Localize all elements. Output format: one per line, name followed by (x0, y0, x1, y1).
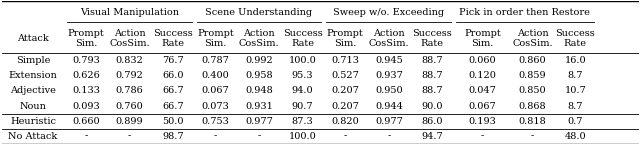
Text: 0.868: 0.868 (519, 102, 547, 110)
Text: 0.950: 0.950 (375, 86, 403, 95)
Text: 0.760: 0.760 (116, 102, 143, 110)
Text: No Attack: No Attack (8, 132, 58, 141)
Text: 0.992: 0.992 (245, 56, 273, 65)
Text: 0.207: 0.207 (332, 102, 359, 110)
Text: Extension: Extension (8, 71, 58, 80)
Text: Pick in order then Restore: Pick in order then Restore (460, 8, 590, 17)
Text: 0.945: 0.945 (375, 56, 403, 65)
Text: 0.786: 0.786 (116, 86, 143, 95)
Text: 0.093: 0.093 (72, 102, 100, 110)
Text: Prompt
Sim.: Prompt Sim. (327, 29, 364, 48)
Text: -: - (128, 132, 131, 141)
Text: 0.850: 0.850 (519, 86, 547, 95)
Text: -: - (531, 132, 534, 141)
Text: -: - (344, 132, 347, 141)
Text: -: - (258, 132, 261, 141)
Text: 16.0: 16.0 (564, 56, 586, 65)
Text: 66.7: 66.7 (162, 86, 184, 95)
Text: 0.977: 0.977 (375, 117, 403, 126)
Text: 87.3: 87.3 (292, 117, 314, 126)
Text: 0.067: 0.067 (468, 102, 496, 110)
Text: Noun: Noun (20, 102, 47, 110)
Text: 76.7: 76.7 (162, 56, 184, 65)
Text: 98.7: 98.7 (162, 132, 184, 141)
Text: 94.7: 94.7 (421, 132, 443, 141)
Text: 0.133: 0.133 (72, 86, 100, 95)
Text: -: - (387, 132, 390, 141)
Text: 0.860: 0.860 (519, 56, 547, 65)
Text: 0.859: 0.859 (519, 71, 547, 80)
Text: Action
CosSim.: Action CosSim. (239, 29, 280, 48)
Text: 0.660: 0.660 (72, 117, 100, 126)
Text: 0.527: 0.527 (332, 71, 359, 80)
Text: 100.0: 100.0 (289, 132, 317, 141)
Text: -: - (481, 132, 484, 141)
Text: Scene Understanding: Scene Understanding (205, 8, 312, 17)
Text: Success
Rate: Success Rate (283, 29, 323, 48)
Text: Visual Manipulation: Visual Manipulation (80, 8, 179, 17)
Text: Action
CosSim.: Action CosSim. (513, 29, 553, 48)
Text: Action
CosSim.: Action CosSim. (109, 29, 150, 48)
Text: 95.3: 95.3 (292, 71, 314, 80)
Text: Sweep w/o. Exceeding: Sweep w/o. Exceeding (333, 8, 444, 17)
Text: 0.753: 0.753 (202, 117, 230, 126)
Text: 0.207: 0.207 (332, 86, 359, 95)
Text: Prompt
Sim.: Prompt Sim. (197, 29, 234, 48)
Text: 8.7: 8.7 (568, 71, 583, 80)
Text: 0.626: 0.626 (72, 71, 100, 80)
Text: -: - (214, 132, 217, 141)
Text: 0.787: 0.787 (202, 56, 230, 65)
Text: Heuristic: Heuristic (10, 117, 56, 126)
Text: 0.793: 0.793 (72, 56, 100, 65)
Text: 0.820: 0.820 (332, 117, 359, 126)
Text: Adjective: Adjective (10, 86, 56, 95)
Text: 0.931: 0.931 (245, 102, 273, 110)
Text: 0.958: 0.958 (246, 71, 273, 80)
Text: 86.0: 86.0 (422, 117, 443, 126)
Text: 66.0: 66.0 (163, 71, 184, 80)
Text: 8.7: 8.7 (568, 102, 583, 110)
Text: 10.7: 10.7 (564, 86, 586, 95)
Text: 88.7: 88.7 (422, 56, 443, 65)
Text: 90.7: 90.7 (292, 102, 314, 110)
Text: Success
Rate: Success Rate (153, 29, 193, 48)
Text: 0.120: 0.120 (468, 71, 496, 80)
Text: Simple: Simple (16, 56, 50, 65)
Text: 94.0: 94.0 (292, 86, 314, 95)
Text: 0.193: 0.193 (468, 117, 496, 126)
Text: 88.7: 88.7 (422, 71, 443, 80)
Text: Success
Rate: Success Rate (412, 29, 452, 48)
Text: 0.944: 0.944 (375, 102, 403, 110)
Text: 0.818: 0.818 (519, 117, 547, 126)
Text: 100.0: 100.0 (289, 56, 317, 65)
Text: 0.937: 0.937 (375, 71, 403, 80)
Text: 0.832: 0.832 (116, 56, 143, 65)
Text: 66.7: 66.7 (162, 102, 184, 110)
Text: 0.977: 0.977 (245, 117, 273, 126)
Text: 88.7: 88.7 (422, 86, 443, 95)
Text: Prompt
Sim.: Prompt Sim. (464, 29, 500, 48)
Text: 50.0: 50.0 (163, 117, 184, 126)
Text: 0.400: 0.400 (202, 71, 230, 80)
Text: Attack: Attack (17, 34, 49, 43)
Text: Success
Rate: Success Rate (556, 29, 595, 48)
Text: 48.0: 48.0 (564, 132, 586, 141)
Text: 0.713: 0.713 (332, 56, 359, 65)
Text: 90.0: 90.0 (422, 102, 443, 110)
Text: 0.899: 0.899 (116, 117, 143, 126)
Text: 0.047: 0.047 (468, 86, 496, 95)
Text: 0.067: 0.067 (202, 86, 230, 95)
Text: 0.060: 0.060 (468, 56, 496, 65)
Text: 0.073: 0.073 (202, 102, 230, 110)
Text: Prompt
Sim.: Prompt Sim. (68, 29, 104, 48)
Text: -: - (84, 132, 88, 141)
Text: 0.7: 0.7 (568, 117, 583, 126)
Text: Action
CosSim.: Action CosSim. (369, 29, 409, 48)
Text: 0.792: 0.792 (116, 71, 143, 80)
Text: 0.948: 0.948 (245, 86, 273, 95)
